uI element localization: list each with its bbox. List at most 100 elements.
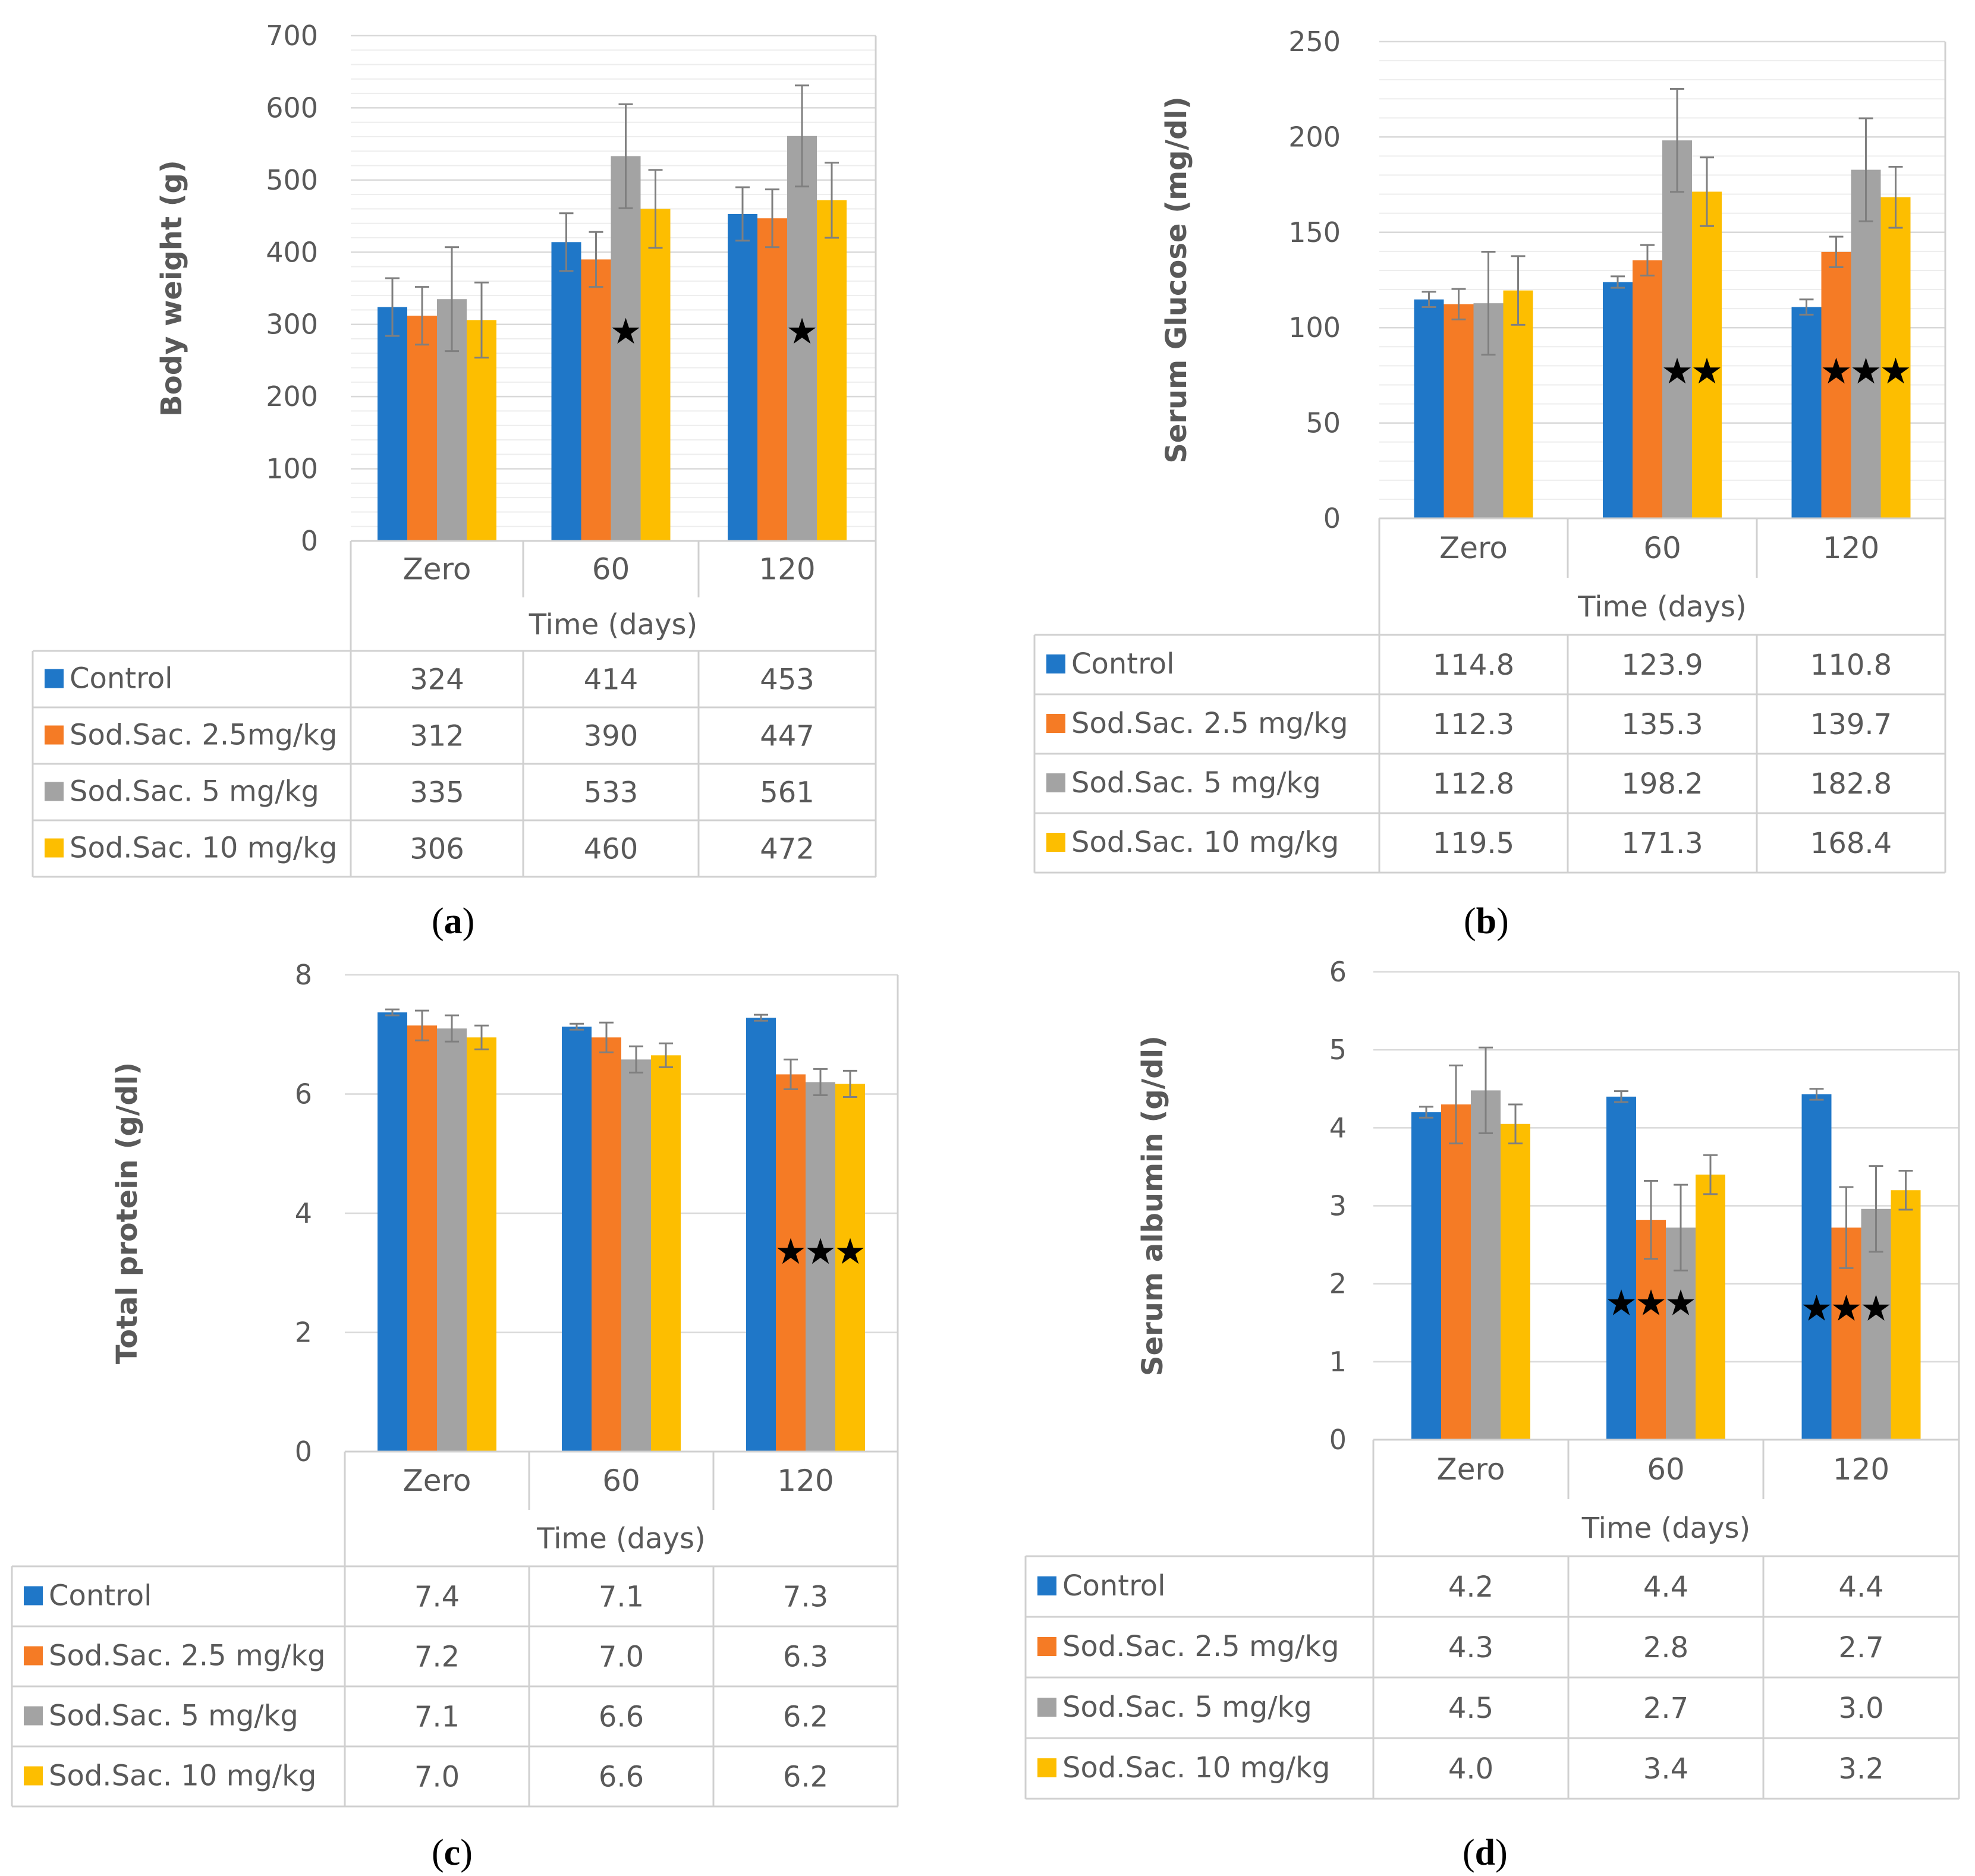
bar bbox=[467, 1037, 496, 1452]
y-tick-label: 500 bbox=[266, 164, 318, 196]
y-tick-label: 5 bbox=[1329, 1034, 1347, 1066]
y-axis-title: Total protein (g/dl) bbox=[111, 1062, 144, 1364]
bar bbox=[1821, 251, 1851, 518]
significance-star: ★ bbox=[804, 1231, 836, 1273]
table-cell: 6.2 bbox=[783, 1761, 828, 1794]
table-cell: 561 bbox=[760, 776, 814, 810]
table-cell: 460 bbox=[584, 833, 639, 866]
x-tick-label: Zero bbox=[402, 552, 471, 587]
legend-swatch bbox=[45, 725, 64, 745]
bar bbox=[757, 218, 787, 541]
legend-swatch bbox=[45, 782, 64, 801]
chart-panel-serum-albumin: 0 1 2 3 4 5 6 Serum albumin (g/dl) ★ ★ ★ ★ ★ ★ Zero 60 1… bbox=[1024, 956, 1975, 1855]
table-cell: 135.3 bbox=[1621, 708, 1703, 741]
legend-label: Sod.Sac. 5 mg/kg bbox=[1071, 766, 1321, 799]
bar bbox=[1662, 140, 1692, 519]
bar bbox=[592, 1037, 621, 1452]
y-tick-label: 150 bbox=[1288, 216, 1341, 248]
table-cell: 114.8 bbox=[1433, 649, 1514, 682]
bar bbox=[407, 1025, 437, 1452]
legend-label: Control bbox=[49, 1579, 152, 1613]
y-tick-label: 50 bbox=[1306, 407, 1341, 439]
table-cell: 7.1 bbox=[599, 1581, 644, 1614]
y-tick-label: 3 bbox=[1329, 1190, 1347, 1222]
bar bbox=[1603, 282, 1633, 518]
y-tick-label: 200 bbox=[1288, 121, 1341, 153]
y-tick-label: 0 bbox=[1329, 1424, 1347, 1456]
table-cell: 7.0 bbox=[599, 1641, 644, 1674]
significance-star: ★ bbox=[1831, 1288, 1863, 1330]
table-cell: 3.2 bbox=[1838, 1752, 1883, 1786]
significance-star: ★ bbox=[1850, 351, 1882, 392]
x-tick-label: 120 bbox=[777, 1463, 834, 1498]
table-cell: 123.9 bbox=[1621, 649, 1703, 682]
table-cell: 6.6 bbox=[599, 1701, 644, 1734]
y-tick-label: 6 bbox=[1329, 956, 1347, 988]
table-cell: 171.3 bbox=[1621, 827, 1703, 860]
y-tick-label: 400 bbox=[266, 236, 318, 268]
x-axis-title: Time (days) bbox=[1581, 1512, 1750, 1545]
bar bbox=[1696, 1175, 1725, 1440]
significance-stars: ★★ ★★★ bbox=[1661, 351, 1911, 392]
legend-swatch bbox=[24, 1706, 43, 1726]
table-cell: 6.6 bbox=[599, 1761, 644, 1794]
significance-star: ★ bbox=[1665, 1282, 1697, 1324]
table-cell: 4.5 bbox=[1448, 1692, 1493, 1725]
y-axis-title: Body weight (g) bbox=[155, 160, 188, 417]
table-cell: 168.4 bbox=[1810, 827, 1892, 860]
legend-label: Control bbox=[1071, 647, 1175, 681]
legend-label: Control bbox=[70, 662, 173, 695]
table-cell: 4.4 bbox=[1838, 1570, 1883, 1604]
x-axis-title: Time (days) bbox=[529, 608, 697, 641]
significance-star: ★ bbox=[786, 311, 818, 352]
y-tick-label: 300 bbox=[266, 309, 318, 341]
bar bbox=[835, 1084, 865, 1452]
table-cell: 335 bbox=[410, 776, 464, 810]
data-table: Zero 60 120 Time (days) Control 114.8 123.9 110… bbox=[1033, 42, 1946, 874]
table-cell: 447 bbox=[760, 720, 814, 753]
legend-label: Sod.Sac. 2.5 mg/kg bbox=[1062, 1630, 1339, 1663]
significance-star: ★ bbox=[1691, 351, 1723, 392]
table-cell: 324 bbox=[410, 663, 464, 697]
x-tick-label: 60 bbox=[1647, 1452, 1685, 1487]
significance-star: ★ bbox=[1860, 1288, 1892, 1330]
y-tick-label: 600 bbox=[266, 92, 318, 124]
table-cell: 7.1 bbox=[414, 1701, 460, 1734]
bar bbox=[1851, 169, 1881, 518]
table-cell: 453 bbox=[760, 663, 814, 697]
table-cell: 3.4 bbox=[1643, 1752, 1688, 1786]
significance-star: ★ bbox=[775, 1231, 807, 1273]
bars bbox=[378, 1008, 865, 1452]
y-axis-title: Serum albumin (g/dl) bbox=[1136, 1035, 1169, 1376]
bar bbox=[728, 213, 757, 541]
bar bbox=[551, 242, 581, 541]
legend-swatch bbox=[24, 1586, 43, 1606]
bars bbox=[1411, 1046, 1921, 1440]
bar bbox=[746, 1018, 776, 1452]
legend-label: Sod.Sac. 5 mg/kg bbox=[1062, 1691, 1312, 1724]
table-cell: 390 bbox=[584, 720, 639, 753]
bar bbox=[611, 156, 641, 541]
table-cell: 2.7 bbox=[1643, 1692, 1688, 1725]
panel-label-d: (d) bbox=[1463, 1833, 1508, 1873]
table-cell: 112.8 bbox=[1433, 767, 1514, 801]
table-cell: 472 bbox=[760, 833, 814, 866]
legend-swatch bbox=[24, 1766, 43, 1786]
y-tick-label: 0 bbox=[1323, 502, 1341, 534]
bar bbox=[581, 259, 611, 541]
bar bbox=[817, 200, 847, 541]
y-tick-label: 2 bbox=[1329, 1268, 1347, 1300]
significance-stars: ★★★ bbox=[775, 1231, 866, 1273]
bar bbox=[378, 307, 407, 541]
y-tick-label: 100 bbox=[1288, 311, 1341, 344]
significance-star: ★ bbox=[1820, 351, 1853, 392]
x-axis-title: Time (days) bbox=[1577, 590, 1746, 624]
bar bbox=[1503, 290, 1533, 518]
table-cell: 7.0 bbox=[414, 1761, 460, 1794]
legend-label: Sod.Sac. 10 mg/kg bbox=[49, 1759, 316, 1793]
table-cell: 6.3 bbox=[783, 1641, 828, 1674]
significance-star: ★ bbox=[1880, 351, 1912, 392]
bar bbox=[1891, 1190, 1921, 1440]
